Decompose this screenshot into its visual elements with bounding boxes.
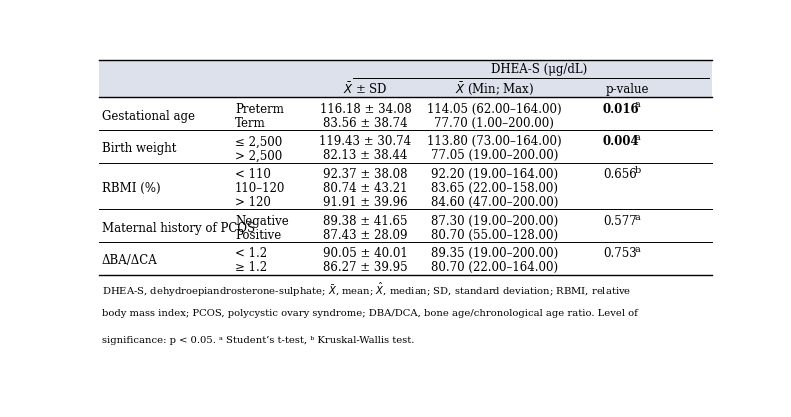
Text: 119.43 ± 30.74: 119.43 ± 30.74 xyxy=(320,136,411,148)
Text: 86.27 ± 39.95: 86.27 ± 39.95 xyxy=(324,261,408,274)
Text: Maternal history of PCOS: Maternal history of PCOS xyxy=(102,222,255,235)
Text: ≥ 1.2: ≥ 1.2 xyxy=(235,261,267,274)
Text: 84.60 (47.00–200.00): 84.60 (47.00–200.00) xyxy=(430,196,558,209)
Text: Preterm: Preterm xyxy=(235,103,284,116)
Text: significance: p < 0.05. ᵃ Student’s t-test, ᵇ Kruskal-Wallis test.: significance: p < 0.05. ᵃ Student’s t-te… xyxy=(102,336,414,345)
Text: 83.65 (22.00–158.00): 83.65 (22.00–158.00) xyxy=(431,182,558,195)
Text: b: b xyxy=(634,166,641,175)
Text: 77.70 (1.00–200.00): 77.70 (1.00–200.00) xyxy=(434,117,554,130)
Text: Birth weight: Birth weight xyxy=(102,142,176,155)
Text: p-value: p-value xyxy=(606,83,649,95)
Text: Positive: Positive xyxy=(235,229,282,241)
Text: Term: Term xyxy=(235,117,266,130)
Text: < 110: < 110 xyxy=(235,168,271,181)
Text: 82.13 ± 38.44: 82.13 ± 38.44 xyxy=(324,149,407,162)
Text: DHEA-S (μg/dL): DHEA-S (μg/dL) xyxy=(490,63,587,76)
Text: body mass index; PCOS, polycystic ovary syndrome; DBA/DCA, bone age/chronologica: body mass index; PCOS, polycystic ovary … xyxy=(102,309,638,317)
Text: > 120: > 120 xyxy=(235,196,271,209)
Text: 77.05 (19.00–200.00): 77.05 (19.00–200.00) xyxy=(430,149,558,162)
Text: 89.35 (19.00–200.00): 89.35 (19.00–200.00) xyxy=(430,247,558,261)
Text: a: a xyxy=(634,133,641,142)
Text: < 1.2: < 1.2 xyxy=(235,247,267,261)
Text: 91.91 ± 39.96: 91.91 ± 39.96 xyxy=(324,196,408,209)
Text: a: a xyxy=(634,213,641,221)
Text: 0.016: 0.016 xyxy=(603,103,639,116)
Text: Negative: Negative xyxy=(235,215,289,228)
Text: 113.80 (73.00–164.00): 113.80 (73.00–164.00) xyxy=(427,136,562,148)
Text: RBMI (%): RBMI (%) xyxy=(102,182,161,195)
Text: 89.38 ± 41.65: 89.38 ± 41.65 xyxy=(324,215,408,228)
Text: 80.74 ± 43.21: 80.74 ± 43.21 xyxy=(324,182,408,195)
Text: $\bar{X}$ ± SD: $\bar{X}$ ± SD xyxy=(343,81,388,97)
Bar xyxy=(99,60,712,97)
Text: ≤ 2,500: ≤ 2,500 xyxy=(235,136,282,148)
Text: 83.56 ± 38.74: 83.56 ± 38.74 xyxy=(324,117,408,130)
Text: a: a xyxy=(634,100,641,110)
Text: $\bar{X}$ (Min; Max): $\bar{X}$ (Min; Max) xyxy=(455,81,534,97)
Text: 87.43 ± 28.09: 87.43 ± 28.09 xyxy=(324,229,408,241)
Text: 87.30 (19.00–200.00): 87.30 (19.00–200.00) xyxy=(430,215,558,228)
Text: 116.18 ± 34.08: 116.18 ± 34.08 xyxy=(320,103,411,116)
Text: 80.70 (22.00–164.00): 80.70 (22.00–164.00) xyxy=(431,261,558,274)
Text: > 2,500: > 2,500 xyxy=(235,149,282,162)
Text: 80.70 (55.00–128.00): 80.70 (55.00–128.00) xyxy=(431,229,558,241)
Text: 0.656: 0.656 xyxy=(603,168,637,181)
Text: 114.05 (62.00–164.00): 114.05 (62.00–164.00) xyxy=(427,103,562,116)
Text: 110–120: 110–120 xyxy=(235,182,286,195)
Text: 92.20 (19.00–164.00): 92.20 (19.00–164.00) xyxy=(431,168,558,181)
Text: 0.577: 0.577 xyxy=(603,215,637,228)
Text: 92.37 ± 38.08: 92.37 ± 38.08 xyxy=(324,168,408,181)
Text: ΔBA/ΔCA: ΔBA/ΔCA xyxy=(102,254,157,267)
Text: Gestational age: Gestational age xyxy=(102,110,195,123)
Text: 0.753: 0.753 xyxy=(603,247,637,261)
Text: DHEA-S, dehydroepiandrosterone-sulphate; $\bar{X}$, mean; $\hat{X}$, median; SD,: DHEA-S, dehydroepiandrosterone-sulphate;… xyxy=(102,281,631,299)
Text: 0.004: 0.004 xyxy=(603,136,639,148)
Text: a: a xyxy=(634,245,641,254)
Text: 90.05 ± 40.01: 90.05 ± 40.01 xyxy=(324,247,408,261)
